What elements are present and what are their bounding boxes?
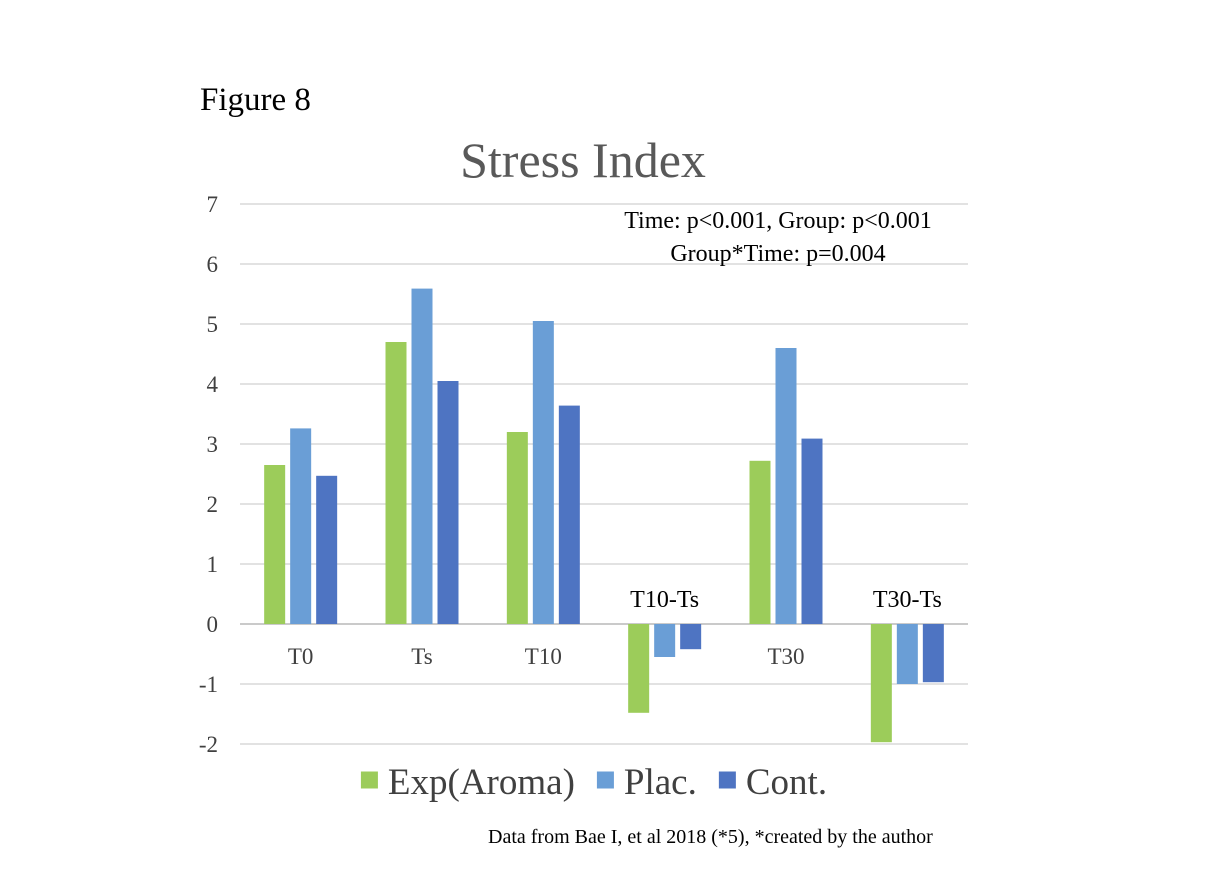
bar-exp-aroma-t0 [264, 465, 286, 624]
figure-label: Figure 8 [200, 82, 311, 118]
legend-label: Exp(Aroma) [388, 762, 575, 803]
bar-cont-t30-ts [922, 624, 944, 683]
y-tick-label: 3 [207, 432, 219, 457]
bar-cont-t0 [316, 475, 338, 624]
x-category-label: T30-Ts [873, 587, 942, 613]
bar-plac-t30 [775, 348, 797, 624]
x-category-label: T10-Ts [630, 587, 699, 613]
legend-label: Plac. [624, 762, 697, 803]
legend-swatch [596, 771, 614, 789]
y-tick-label: -2 [199, 732, 218, 757]
y-tick-label: 7 [207, 192, 219, 217]
bar-plac-ts [411, 288, 433, 624]
y-tick-label: -1 [199, 672, 218, 697]
x-category-label: T30 [767, 644, 804, 669]
bar-plac-t30-ts [896, 624, 918, 684]
y-tick-label: 4 [207, 372, 219, 397]
chart-title: Stress Index [460, 132, 706, 188]
y-tick-label: 1 [207, 552, 219, 577]
legend-swatch [718, 771, 736, 789]
y-tick-label: 0 [207, 612, 219, 637]
x-category-label: T10 [525, 644, 562, 669]
source-note: Data from Bae I, et al 2018 (*5), *creat… [488, 826, 933, 848]
x-category-label: Ts [411, 644, 432, 669]
bar-plac-t0 [290, 428, 312, 624]
legend-label: Cont. [746, 762, 827, 803]
bar-cont-t30 [801, 438, 823, 624]
bar-exp-aroma-ts [385, 342, 407, 624]
bar-plac-t10-ts [654, 624, 676, 657]
bar-exp-aroma-t30 [749, 460, 771, 624]
bar-exp-aroma-t10-ts [628, 624, 650, 713]
bar-exp-aroma-t10 [506, 432, 528, 624]
bar-cont-t10-ts [680, 624, 702, 650]
y-tick-label: 2 [207, 492, 219, 517]
x-category-label: T0 [288, 644, 314, 669]
y-tick-label: 6 [207, 252, 219, 277]
chart-annotation: Group*Time: p=0.004 [670, 241, 885, 267]
bar-exp-aroma-t30-ts [870, 624, 892, 743]
bar-cont-t10 [558, 405, 580, 624]
bar-plac-t10 [532, 321, 554, 624]
y-tick-label: 5 [207, 312, 219, 337]
chart-annotation: Time: p<0.001, Group: p<0.001 [624, 208, 932, 234]
legend-swatch [360, 771, 378, 789]
bar-cont-ts [437, 381, 459, 624]
